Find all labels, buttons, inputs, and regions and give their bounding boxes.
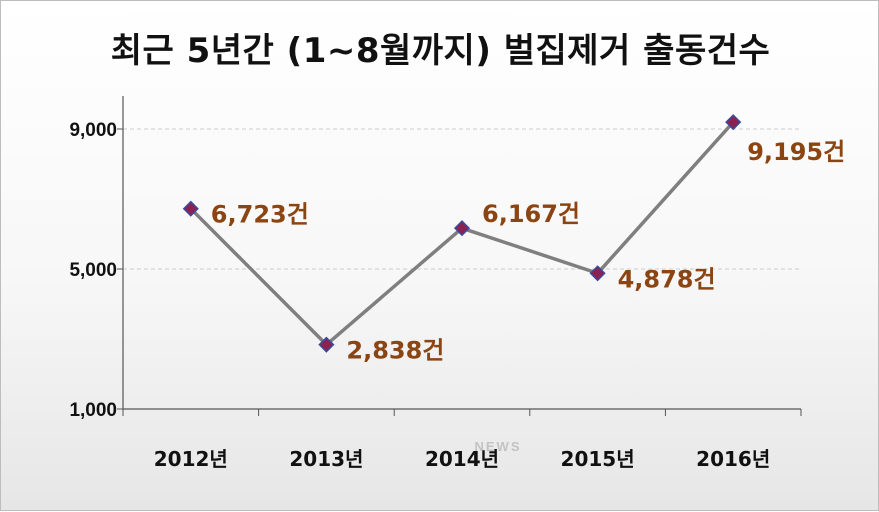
data-label: 2,838건 xyxy=(346,337,444,365)
data-label: 6,723건 xyxy=(211,201,309,229)
x-tick-label: 2015년 xyxy=(561,447,635,471)
y-tick-label: 5,000 xyxy=(69,260,117,281)
x-tick-label: 2012년 xyxy=(154,447,228,471)
data-point xyxy=(318,336,335,353)
x-tick-label: 2016년 xyxy=(696,447,770,471)
x-tick-label: 2014년 xyxy=(425,447,499,471)
x-tick-label: 2013년 xyxy=(289,447,363,471)
data-label: 4,878건 xyxy=(618,265,716,293)
data-point xyxy=(589,265,606,282)
data-label: 6,167건 xyxy=(482,200,580,228)
y-tick-label: 9,000 xyxy=(69,120,117,141)
data-point xyxy=(182,200,199,217)
data-point xyxy=(453,220,471,237)
data-point xyxy=(725,114,742,131)
watermark-text: NEWS xyxy=(474,439,522,454)
data-label: 9,195건 xyxy=(747,138,845,166)
y-tick-label: 1,000 xyxy=(69,400,117,421)
chart-title: 최근 5년간 (1~8월까지) 벌집제거 출동건수 xyxy=(110,31,771,71)
